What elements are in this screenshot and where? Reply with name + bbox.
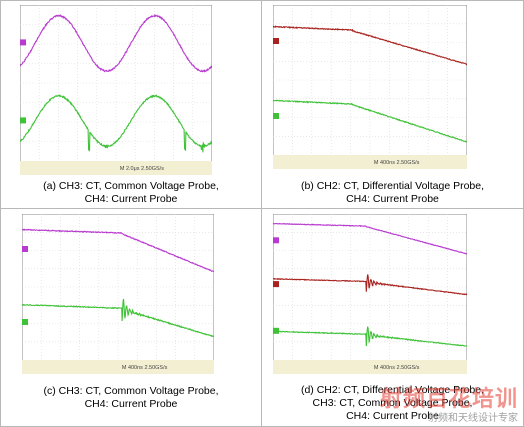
- scope-status-bar: [22, 360, 214, 374]
- scope-readout: M 400ns 2.50GS/s: [374, 365, 420, 371]
- scope-plot-b: M 400ns 2.50GS/s: [273, 5, 467, 169]
- channel-marker-ch4: [273, 328, 279, 334]
- caption-b-line2: CH4: Current Probe: [263, 193, 522, 206]
- channel-marker-ch2: [273, 281, 279, 287]
- scope-status-bar: [273, 155, 467, 169]
- center-divider-vertical: [261, 0, 262, 427]
- channel-marker-ch2: [273, 38, 279, 44]
- caption-c-line1: (c) CH3: CT, Common Voltage Probe,: [2, 385, 260, 398]
- channel-marker-ch3: [22, 246, 28, 252]
- caption-a-line1: (a) CH3: CT, Common Voltage Probe,: [2, 180, 260, 193]
- center-divider-horizontal: [0, 208, 524, 209]
- scope-panel-c: M 400ns 2.50GS/s: [22, 214, 214, 374]
- caption-a: (a) CH3: CT, Common Voltage Probe, CH4: …: [2, 180, 260, 206]
- scope-plot-d: M 400ns 2.50GS/s: [273, 214, 467, 374]
- scope-plot-a: M 2.0μs 2.50GS/s: [20, 5, 212, 175]
- channel-marker-ch3: [20, 39, 26, 45]
- scope-panel-d: M 400ns 2.50GS/s: [273, 214, 467, 374]
- outer-border-top: [0, 0, 524, 1]
- caption-a-line2: CH4: Current Probe: [2, 193, 260, 206]
- caption-c: (c) CH3: CT, Common Voltage Probe, CH4: …: [2, 385, 260, 411]
- caption-c-line2: CH4: Current Probe: [2, 398, 260, 411]
- outer-border-left: [0, 0, 1, 427]
- channel-marker-ch4: [273, 113, 279, 119]
- scope-status-bar: [20, 161, 212, 175]
- scope-readout: M 400ns 2.50GS/s: [374, 160, 420, 166]
- scope-readout: M 400ns 2.50GS/s: [122, 365, 168, 371]
- scope-panel-a: M 2.0μs 2.50GS/s: [20, 5, 212, 175]
- scope-status-bar: [273, 360, 467, 374]
- caption-b-line1: (b) CH2: CT, Differential Voltage Probe,: [263, 180, 522, 193]
- scope-plot-c: M 400ns 2.50GS/s: [22, 214, 214, 374]
- scope-readout: M 2.0μs 2.50GS/s: [120, 166, 164, 172]
- caption-b: (b) CH2: CT, Differential Voltage Probe,…: [263, 180, 522, 206]
- channel-marker-ch4: [20, 117, 26, 123]
- watermark: 射频百花培训 射频和天线设计专家: [380, 381, 518, 424]
- scope-panel-b: M 400ns 2.50GS/s: [273, 5, 467, 169]
- channel-marker-ch3: [273, 237, 279, 243]
- channel-marker-ch4: [22, 319, 28, 325]
